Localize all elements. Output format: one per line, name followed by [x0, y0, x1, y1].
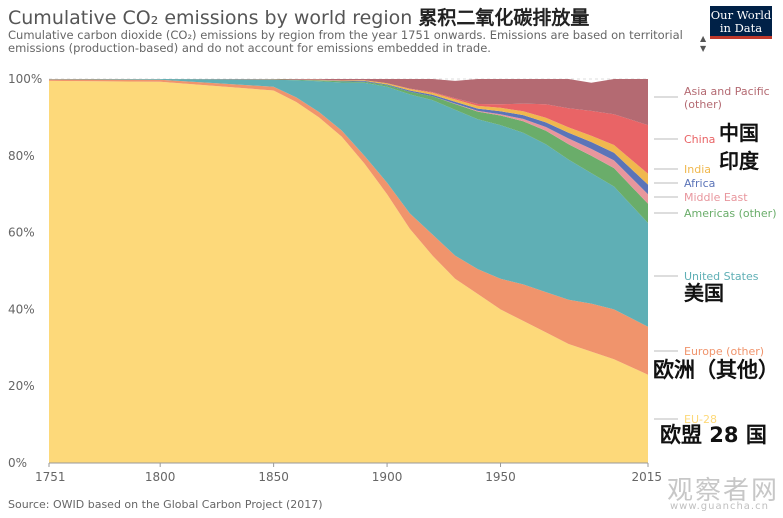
watermark-url: www.guancha.cn	[670, 501, 769, 512]
logo-accent-bar	[710, 36, 772, 39]
logo-line-2: in Data	[719, 21, 763, 35]
legend: EU-28 Europe (other) United States Americas…	[653, 85, 779, 447]
y-tick-label: 0%	[8, 456, 27, 470]
scroll-up-icon[interactable]: ▲	[700, 34, 707, 43]
legend-label-asia-and-pacific-other: Asia and Pacific	[684, 85, 770, 98]
legend-label-africa: Africa	[684, 177, 715, 190]
axes: 0% 20% 40% 60% 80% 100% 1751 1800 1850 1900 1950 20…	[8, 72, 662, 484]
y-tick-label: 100%	[8, 72, 42, 86]
source-note: Source: OWID based on the Global Carbon …	[8, 498, 323, 511]
area-asia-and-pacific-other[interactable]	[49, 79, 648, 126]
legend-label-asia-and-pacific-other: (other)	[684, 98, 722, 111]
legend-label-middle-east: Middle East	[684, 191, 748, 204]
logo-line-1: Our World	[710, 8, 772, 22]
x-tick-label: 1950	[485, 470, 516, 484]
zh-label-eu-28: 欧盟 28 国	[660, 423, 767, 447]
area-eu-28[interactable]	[49, 80, 648, 464]
stacked-areas	[49, 79, 648, 464]
legend-label-americas-other: Americas (other)	[684, 207, 777, 220]
area-united-states[interactable]	[49, 79, 648, 327]
legend-label-united-states: United States	[684, 270, 759, 283]
zh-label-india: 印度	[719, 149, 760, 173]
y-tick-label: 40%	[8, 302, 35, 316]
x-tick-label: 1900	[372, 470, 403, 484]
zh-label-europe-other: 欧洲（其他）	[653, 358, 779, 382]
x-tick-label: 1751	[35, 470, 66, 484]
legend-label-china: China	[684, 133, 715, 146]
watermark: 观察者网	[667, 476, 780, 506]
chart-subtitle: Cumulative carbon dioxide (CO₂) emission…	[8, 28, 683, 55]
x-tick-label: 1850	[258, 470, 289, 484]
legend-label-eu-28: EU-28	[684, 413, 717, 426]
chart-title-en: Cumulative CO₂ emissions by world region	[8, 7, 413, 29]
zh-label-china: 中国	[719, 121, 759, 145]
zh-label-united-states: 美国	[684, 281, 724, 305]
x-tick-label: 1800	[145, 470, 176, 484]
chart-title-zh: 累积二氧化碳排放量	[418, 7, 590, 29]
area-europe-other[interactable]	[49, 79, 648, 375]
x-tick-label: 2015	[631, 470, 662, 484]
legend-label-europe-other: Europe (other)	[684, 345, 764, 358]
legend-label-india: India	[684, 163, 711, 176]
owid-logo[interactable]: Our World in Data	[710, 6, 772, 39]
y-tick-label: 20%	[8, 379, 35, 393]
chart-title: Cumulative CO₂ emissions by world region…	[8, 3, 589, 30]
y-tick-label: 80%	[8, 149, 35, 163]
y-tick-label: 60%	[8, 226, 35, 240]
scroll-down-icon[interactable]: ▼	[700, 44, 707, 53]
